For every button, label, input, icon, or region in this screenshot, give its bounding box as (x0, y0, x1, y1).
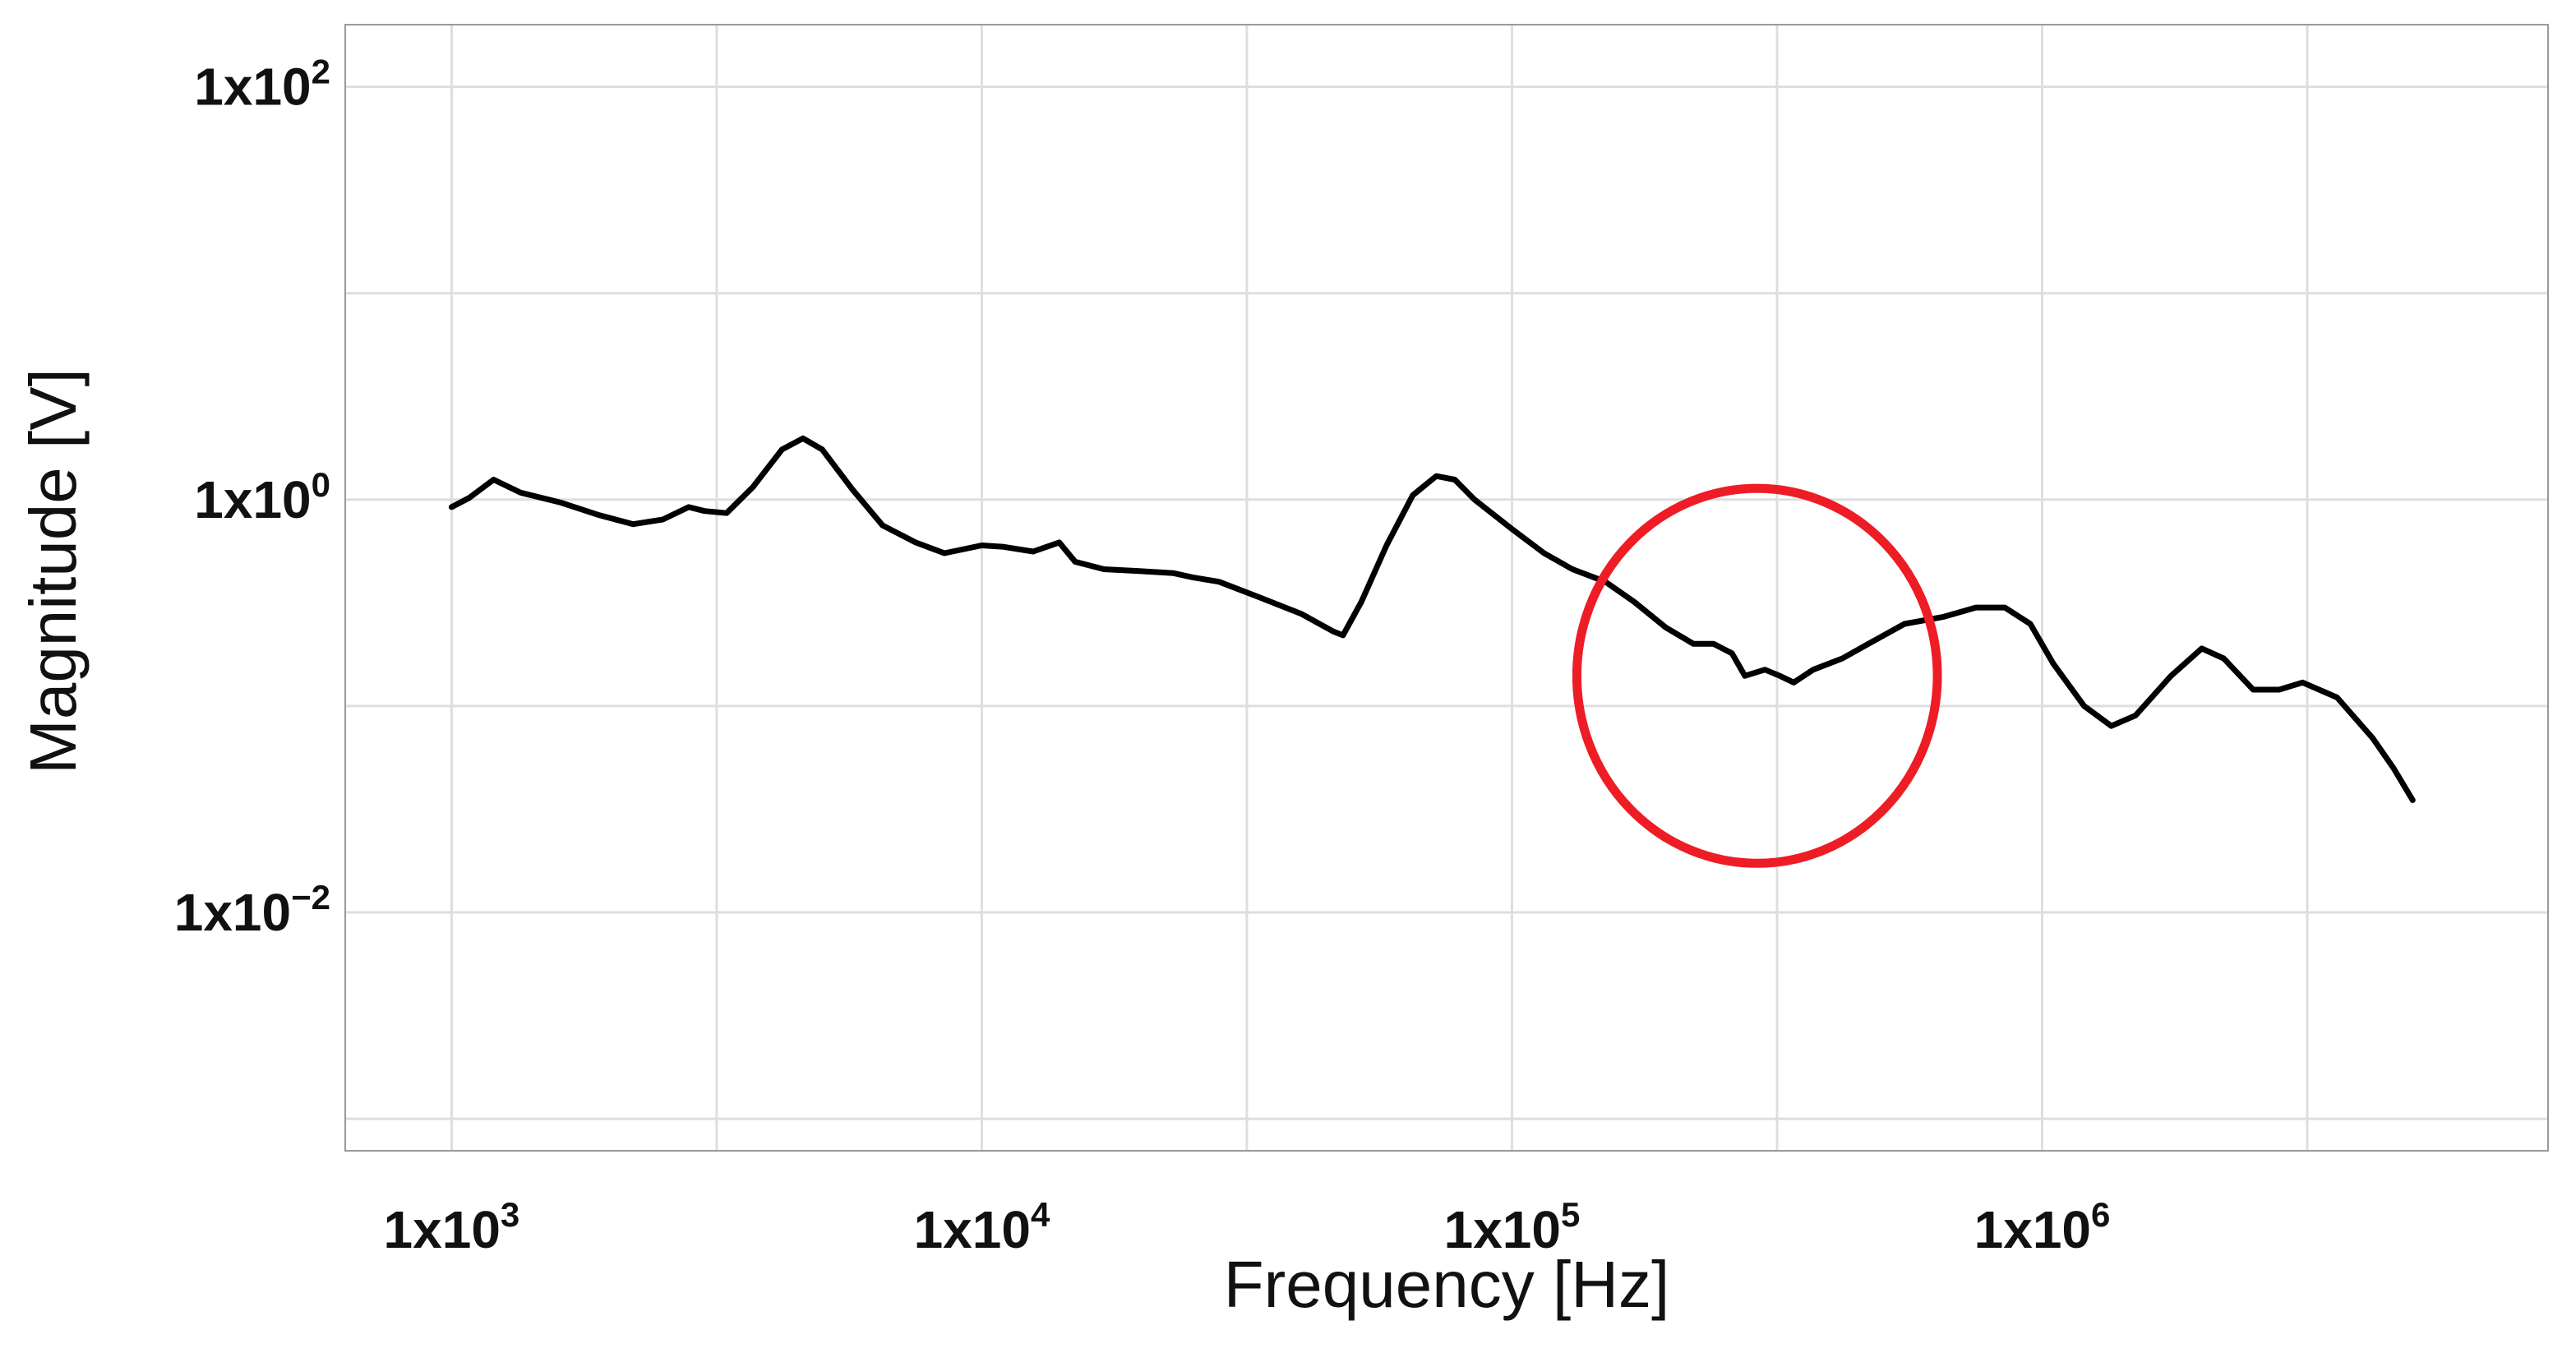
y-axis-ticks: 1x102 1x100 1x10−2 (174, 53, 330, 942)
highlight-circle (1572, 483, 1942, 868)
x-axis-title: Frequency [Hz] (1224, 1248, 1669, 1321)
plot-frame (344, 24, 2549, 1152)
grid-minor-lines (345, 25, 2548, 1151)
grid-major-lines (345, 25, 2548, 1151)
x-tick-label: 1x105 (1444, 1195, 1581, 1259)
x-tick-label: 1x103 (384, 1195, 520, 1259)
x-axis-ticks: 1x103 1x104 1x105 1x106 (384, 1195, 2111, 1259)
annotation-layer (1572, 483, 1942, 868)
x-tick-label: 1x106 (1974, 1195, 2111, 1259)
series-layer (448, 435, 2416, 803)
y-tick-label: 1x100 (194, 465, 330, 529)
y-tick-label: 1x10−2 (174, 878, 330, 942)
x-tick-label: 1x104 (914, 1195, 1050, 1259)
y-axis-title: Magnitude [V] (16, 368, 90, 774)
series-line (448, 435, 2416, 803)
y-tick-label: 1x102 (194, 53, 330, 117)
